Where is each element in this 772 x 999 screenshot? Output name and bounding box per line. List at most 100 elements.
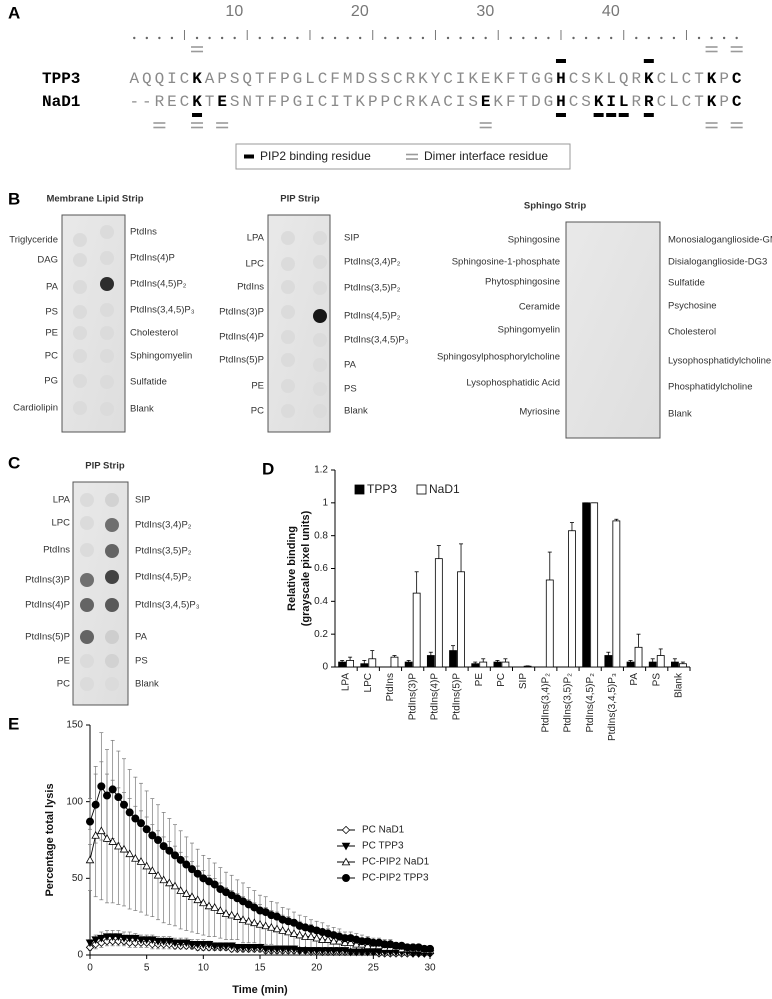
marker (86, 817, 95, 826)
marker (244, 916, 253, 925)
strip-membrane (72, 481, 129, 706)
x-tick-label: SIP (518, 673, 529, 689)
strip-membrane (267, 214, 331, 433)
strip-label: Lysophosphatidic Acid (466, 378, 560, 389)
marker (102, 937, 112, 946)
marker (289, 929, 299, 937)
bar (434, 558, 443, 668)
strip-label: Blank (135, 679, 159, 690)
spot (73, 326, 87, 340)
panel-label: C (8, 453, 20, 472)
spot (73, 280, 87, 294)
x-tick-label: LPC (363, 673, 374, 692)
residue-bold: H (556, 70, 569, 88)
y-tick-label: 100 (66, 796, 83, 807)
x-tick-label: PtdIns(3,4)P₂ (540, 673, 551, 733)
spot (80, 516, 94, 530)
x-tick-label: PC (496, 673, 507, 687)
x-tick-label: 30 (424, 963, 436, 974)
bar (590, 502, 599, 668)
ruler-dot (597, 36, 600, 40)
marker (295, 947, 304, 955)
strip-label: Sphingosylphosphorylcholine (437, 352, 560, 363)
spot (281, 305, 295, 319)
spot (313, 333, 327, 347)
strip-label: Disialoganglioside-DG3 (668, 257, 767, 268)
spot (105, 677, 119, 691)
bar (368, 658, 377, 668)
spot (105, 544, 119, 558)
residue-bold: K (707, 93, 720, 111)
marker (221, 942, 231, 951)
spot (281, 330, 295, 344)
ruler-dot (409, 36, 412, 40)
ruler-dot (572, 36, 575, 40)
marker (131, 853, 140, 862)
strip-label: PtdIns(5)P (219, 355, 264, 366)
marker (216, 906, 225, 914)
marker (159, 875, 168, 884)
marker (108, 933, 117, 942)
spot (100, 402, 114, 416)
bar (634, 646, 643, 668)
strip-label: PtdIns(3,4)P₂ (344, 257, 401, 268)
residue: KFTDG (493, 93, 556, 111)
marker (210, 880, 219, 889)
bar (626, 661, 635, 668)
bar (648, 661, 657, 668)
strip-label: Sphingomyelin (130, 351, 192, 362)
strip-label: Monosialoganglioside-GM1 (668, 235, 772, 246)
marker (125, 938, 134, 947)
marker (85, 943, 95, 952)
marker (272, 945, 282, 954)
spot (313, 404, 327, 418)
residue: R (155, 93, 168, 111)
marker (312, 933, 321, 942)
pip2-mark (618, 113, 629, 117)
strip-label: Sulfatide (130, 377, 167, 388)
strip-label: Cardiolipin (13, 403, 58, 414)
marker (329, 947, 338, 955)
strip-label: SIP (344, 233, 359, 244)
spot (281, 280, 295, 294)
legend-label: Dimer interface residue (424, 149, 548, 163)
marker (102, 933, 112, 942)
ruler-label: 30 (476, 3, 494, 20)
legend-label: PC-PIP2 NaD1 (362, 857, 430, 868)
residue: CSKLQR (569, 70, 644, 88)
spot (100, 225, 114, 239)
marker (244, 944, 253, 952)
marker (114, 937, 123, 946)
x-tick-label: PS (651, 673, 662, 687)
marker (159, 937, 168, 946)
ruler-dot (471, 36, 475, 40)
legend-swatch (354, 484, 365, 495)
ruler-dot (195, 36, 199, 40)
strip-label: Lysophosphatidylcholine (668, 356, 771, 367)
strip-label: SIP (135, 495, 150, 506)
marker (91, 936, 100, 945)
spot (80, 543, 94, 557)
legend-label: PIP2 binding residue (260, 149, 371, 163)
ruler-dot (145, 36, 149, 40)
ruler-dot (133, 36, 136, 40)
spot (281, 257, 295, 271)
marker (340, 938, 350, 947)
marker (267, 945, 276, 954)
strip-label: Blank (130, 404, 154, 415)
spot (281, 231, 295, 245)
strip-label: PC (251, 406, 264, 417)
marker (119, 844, 129, 853)
marker (85, 939, 95, 948)
ruler-dot (220, 36, 224, 40)
strip-label: PA (46, 282, 59, 293)
marker (306, 947, 316, 955)
legend-marker (341, 874, 350, 883)
marker (284, 927, 293, 936)
spot (100, 326, 114, 340)
strip-title: PIP Strip (85, 461, 125, 472)
ruler-dot (421, 36, 425, 40)
marker (136, 936, 146, 945)
marker (103, 791, 112, 800)
